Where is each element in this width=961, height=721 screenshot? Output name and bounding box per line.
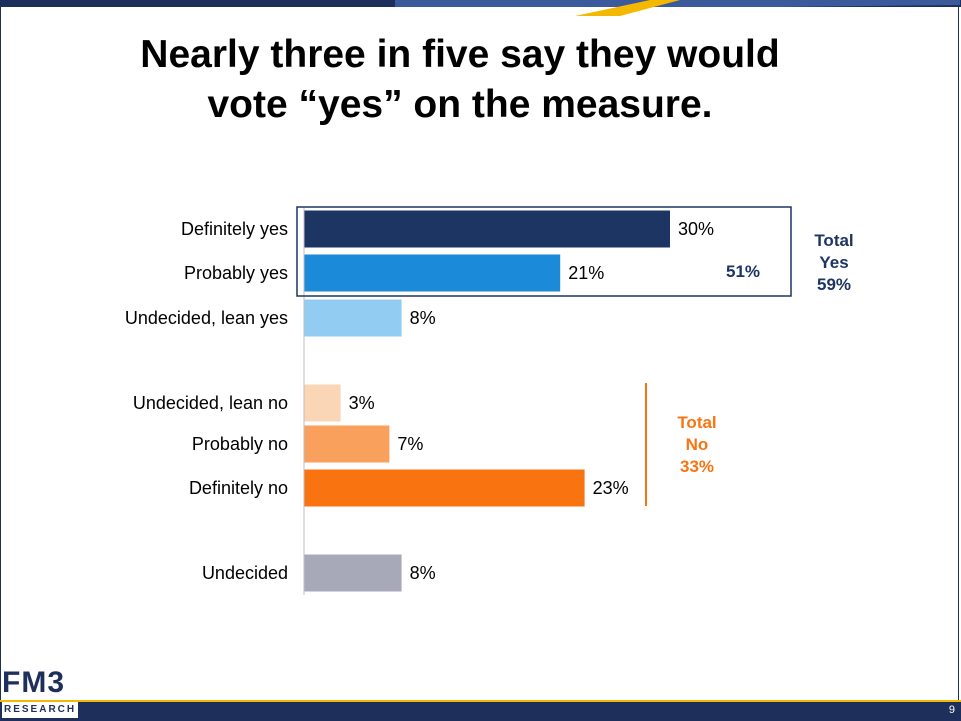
page-title: Nearly three in five say they would vote… xyxy=(100,30,820,130)
logo-sub-text: RESEARCH xyxy=(2,702,79,718)
subtotal-yes-label: 51% xyxy=(726,262,760,281)
bottom-banner xyxy=(0,700,961,721)
total-yes-line-0: Total xyxy=(814,231,853,250)
category-label-1: Probably yes xyxy=(184,263,288,283)
page-title-line-1: Nearly three in five say they would xyxy=(140,33,780,76)
category-label-6: Undecided xyxy=(202,563,288,583)
total-no-line-1: No xyxy=(686,435,709,454)
bar-6 xyxy=(304,554,402,592)
bar-1 xyxy=(304,254,561,292)
page-title-line-2: vote “yes” on the measure. xyxy=(207,83,713,126)
category-label-4: Probably no xyxy=(192,434,288,454)
page-number: 9 xyxy=(948,704,955,716)
value-label-0: 30% xyxy=(678,219,714,239)
bar-4 xyxy=(304,425,390,463)
top-banner-blue xyxy=(395,0,960,7)
yes-subtotal-box xyxy=(296,206,792,297)
bar-2 xyxy=(304,299,402,337)
top-banner-gold xyxy=(575,0,680,16)
total-no-line-2: 33% xyxy=(680,457,714,476)
fm3-logo: FM3 RESEARCH xyxy=(0,668,100,721)
value-label-5: 23% xyxy=(593,478,629,498)
total-yes-line-2: 59% xyxy=(817,275,851,294)
logo-main-text: FM3 xyxy=(2,666,65,699)
value-label-6: 8% xyxy=(410,563,436,583)
value-label-4: 7% xyxy=(397,434,423,454)
category-label-5: Definitely no xyxy=(189,478,288,498)
bar-3 xyxy=(304,384,341,422)
bar-0 xyxy=(304,210,670,248)
category-label-2: Undecided, lean yes xyxy=(125,308,288,328)
value-label-2: 8% xyxy=(410,308,436,328)
top-banner xyxy=(0,0,961,16)
bottom-banner-navy xyxy=(0,702,961,721)
value-label-3: 3% xyxy=(349,393,375,413)
bottom-banner-gold-line xyxy=(0,700,961,702)
total-no-line-0: Total xyxy=(677,413,716,432)
value-label-1: 21% xyxy=(568,263,604,283)
category-label-0: Definitely yes xyxy=(181,219,288,239)
category-label-3: Undecided, lean no xyxy=(133,393,288,413)
total-yes-line-1: Yes xyxy=(819,253,848,272)
bar-5 xyxy=(304,469,585,507)
